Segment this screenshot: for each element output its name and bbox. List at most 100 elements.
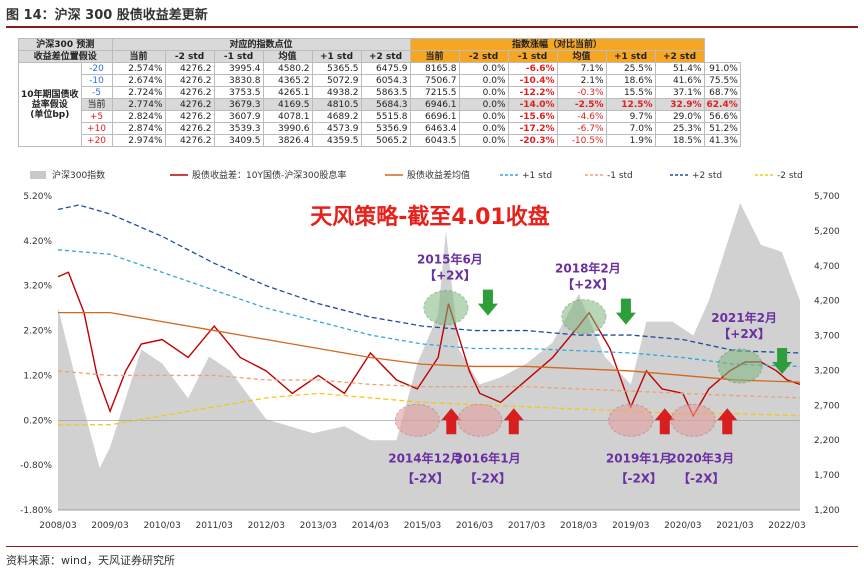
change-cell: 68.7% xyxy=(703,86,741,99)
change-cell: 41.6% xyxy=(654,74,705,87)
source-note: 资料来源：wind，天风证券研究所 xyxy=(6,554,176,567)
hdr-change: 指数涨幅（对比当前） xyxy=(409,38,705,51)
change-cell: -6.6% xyxy=(507,62,558,75)
yield-cell: 2.674% xyxy=(111,74,166,87)
legend-label: -2 std xyxy=(777,171,803,181)
points-cell: 4276.2 xyxy=(164,98,215,111)
up-arrow-icon xyxy=(441,408,462,435)
change-col-header: 当前 xyxy=(409,50,460,63)
points-cell: 4276.2 xyxy=(164,86,215,99)
x-tick-label: 2018/03 xyxy=(560,521,597,531)
change-cell: 7.0% xyxy=(605,122,656,135)
points-col-header: 当前 xyxy=(111,50,166,63)
y-left-tick-label: -0.80% xyxy=(20,461,52,471)
row-group-label: 10年期国债收 益率假设 (单位bp) xyxy=(18,62,82,147)
change-cell: 7.1% xyxy=(556,62,607,75)
points-cell: 5515.8 xyxy=(360,110,411,123)
points-cell: 3409.5 xyxy=(213,134,264,147)
change-cell: 15.5% xyxy=(605,86,656,99)
high-marker xyxy=(423,290,469,326)
change-cell: -4.6% xyxy=(556,110,607,123)
points-cell: 4276.2 xyxy=(164,74,215,87)
points-cell: 5356.9 xyxy=(360,122,411,135)
change-cell: 9.7% xyxy=(605,110,656,123)
bottom-rule xyxy=(6,546,858,547)
change-cell: 51.2% xyxy=(703,122,741,135)
change-cell: 25.5% xyxy=(605,62,656,75)
points-col-header: -1 std xyxy=(213,50,264,63)
y-right-tick-label: 5,200 xyxy=(814,227,840,237)
x-tick-label: 2022/03 xyxy=(768,521,805,531)
row-group-label-line: (单位bp) xyxy=(30,109,70,120)
low-marker xyxy=(457,403,503,437)
legend-label: 股债收益差：10Y国债-沪深300股息率 xyxy=(192,169,346,181)
change-cell: 62.4% xyxy=(703,98,741,111)
points-cell: 4573.9 xyxy=(311,122,362,135)
y-right-tick-label: 2,700 xyxy=(814,401,840,411)
y-right-tick-label: 1,200 xyxy=(814,506,840,516)
x-tick-label: 2014/03 xyxy=(352,521,389,531)
figure-title: 图 14：沪深 300 股债收益差更新 xyxy=(6,8,208,23)
high-marker xyxy=(561,299,607,335)
points-cell: 6946.1 xyxy=(409,98,460,111)
points-cell: 7215.5 xyxy=(409,86,460,99)
x-tick-label: 2009/03 xyxy=(91,521,128,531)
annotation-label: 2016年1月 xyxy=(455,450,521,465)
y-right-tick-label: 2,200 xyxy=(814,436,840,446)
points-cell: 4689.2 xyxy=(311,110,362,123)
change-cell: 0.0% xyxy=(458,86,509,99)
y-left-tick-label: 5.20% xyxy=(23,192,52,202)
change-col-header: -1 std xyxy=(507,50,558,63)
change-cell: 56.6% xyxy=(703,110,741,123)
y-right-tick-label: 3,200 xyxy=(814,366,840,376)
points-cell: 7506.7 xyxy=(409,74,460,87)
points-cell: 3830.8 xyxy=(213,74,264,87)
table-row: 10年期国债收 益率假设 (单位bp) -20 2.574% 4276.2 3995.4 45… xyxy=(18,62,741,147)
change-cell: 18.5% xyxy=(654,134,705,147)
up-arrow-icon xyxy=(654,408,675,435)
series-line xyxy=(57,271,801,418)
legend-label: 沪深300指数 xyxy=(52,169,105,181)
x-tick-label: 2015/03 xyxy=(404,521,441,531)
x-tick-label: 2019/03 xyxy=(612,521,649,531)
bp-cell: -5 xyxy=(80,86,113,99)
change-cell: -6.7% xyxy=(556,122,607,135)
points-cell: 4580.2 xyxy=(262,62,313,75)
change-cell: 75.5% xyxy=(703,74,741,87)
annotation-label: 2020年3月 xyxy=(668,450,734,465)
points-cell: 4810.5 xyxy=(311,98,362,111)
change-cell: 0.0% xyxy=(458,62,509,75)
x-tick-label: 2020/03 xyxy=(664,521,701,531)
points-cell: 3995.4 xyxy=(213,62,264,75)
row-group-label-line: 10年期国债收 xyxy=(21,89,79,100)
points-cell: 4276.2 xyxy=(164,110,215,123)
change-cell: -14.0% xyxy=(507,98,558,111)
annotation-label: 2019年1月 xyxy=(606,450,672,465)
points-col-header: 均值 xyxy=(262,50,313,63)
annotation-tag: 【+2X】 xyxy=(562,277,614,292)
yield-cell: 2.874% xyxy=(111,122,166,135)
hdr-forecast: 沪深300 预测 xyxy=(18,38,113,51)
points-cell: 5072.9 xyxy=(311,74,362,87)
y-right-tick-label: 4,200 xyxy=(814,297,840,307)
annotation-label: 2018年2月 xyxy=(555,261,621,276)
change-cell: -12.2% xyxy=(507,86,558,99)
annotation-label: 2021年2月 xyxy=(711,310,777,325)
down-arrow-icon xyxy=(615,298,636,325)
x-tick-label: 2017/03 xyxy=(508,521,545,531)
hdr-assume: 收益差位置假设 xyxy=(18,50,113,63)
points-cell: 6463.4 xyxy=(409,122,460,135)
points-cell: 4365.2 xyxy=(262,74,313,87)
change-cell: 1.9% xyxy=(605,134,656,147)
bp-cell: -20 xyxy=(80,62,113,75)
annotation-tag: 【+2X】 xyxy=(718,326,770,341)
table-row: -10 2.674% 4276.2 3830.8 4365.2 5072.9 6054.3 7… xyxy=(19,74,741,87)
x-tick-label: 2012/03 xyxy=(248,521,285,531)
points-cell: 4938.2 xyxy=(311,86,362,99)
points-cell: 6054.3 xyxy=(360,74,411,87)
change-cell: 32.9% xyxy=(654,98,705,111)
points-cell: 4276.2 xyxy=(164,122,215,135)
change-cell: -17.2% xyxy=(507,122,558,135)
y-right-tick-label: 5,700 xyxy=(814,192,840,202)
change-cell: 0.0% xyxy=(458,74,509,87)
